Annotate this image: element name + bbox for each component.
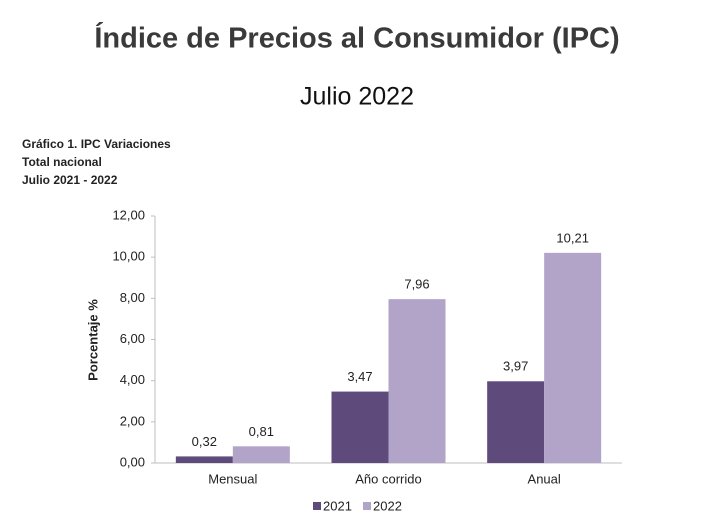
y-tick-label: 10,00 [112, 249, 145, 264]
x-tick-label: Año corrido [355, 471, 421, 486]
legend-swatch [363, 502, 371, 510]
x-tick-label: Mensual [208, 471, 257, 486]
chart-title: Julio 2021 - 2022 [22, 173, 118, 187]
value-label: 0,32 [192, 434, 217, 449]
y-tick-label: 12,00 [112, 207, 145, 222]
bar [175, 456, 233, 463]
bar [544, 252, 602, 463]
page-title: Índice de Precios al Consumidor (IPC) [94, 21, 619, 55]
legend-swatch [313, 502, 321, 510]
value-label: 3,47 [347, 369, 372, 384]
value-label: 7,96 [404, 277, 429, 292]
y-axis-label: Porcentaje % [85, 299, 100, 381]
value-label: 0,81 [249, 424, 274, 439]
chart-title: Gráfico 1. IPC Variaciones [22, 137, 171, 151]
y-tick-label: 6,00 [120, 331, 145, 346]
bar [331, 391, 389, 463]
y-tick-label: 0,00 [120, 454, 145, 469]
value-label: 3,97 [503, 359, 528, 374]
y-tick-label: 4,00 [120, 372, 145, 387]
page-subtitle: Julio 2022 [300, 83, 414, 111]
x-tick-label: Anual [528, 471, 561, 486]
bar [388, 299, 446, 463]
y-tick-label: 8,00 [120, 290, 145, 305]
legend-label: 2021 [323, 498, 352, 513]
value-label: 10,21 [556, 230, 589, 245]
chart-title: Total nacional [22, 155, 102, 169]
legend-label: 2022 [373, 498, 402, 513]
bar [232, 446, 290, 463]
y-tick-label: 2,00 [120, 413, 145, 428]
bar [487, 381, 545, 463]
